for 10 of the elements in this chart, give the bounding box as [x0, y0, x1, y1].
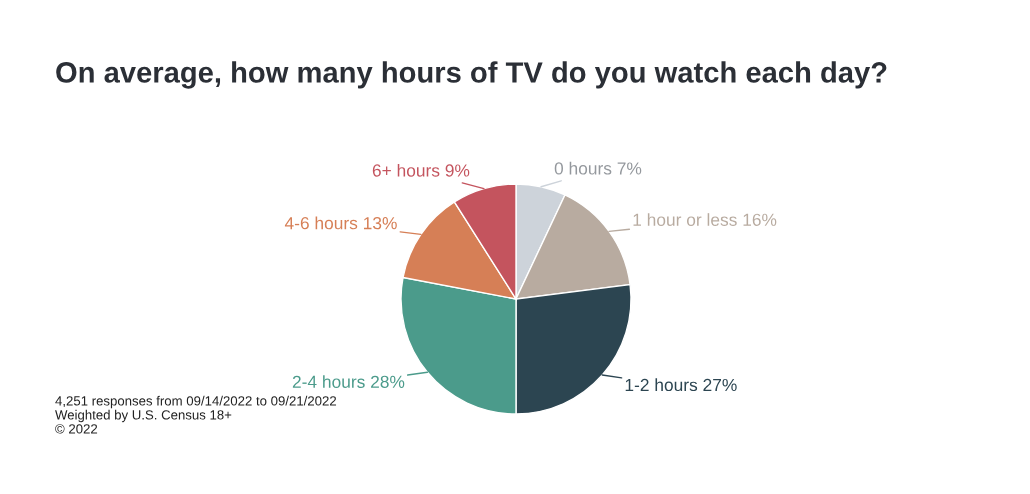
text: © 2022: [55, 424, 98, 434]
slice-label: 0 hours 7%: [554, 161, 642, 175]
chart-title: On average, how many hours of TV do you watch each day?: [56, 61, 887, 89]
text: Weighted by U.S. Census 18+: [55, 409, 232, 423]
slice-label: 2-4 hours 28%: [292, 375, 405, 388]
text: 4,251 responses from 09/14/2022 to 09/21/2022: [55, 395, 337, 409]
slice-label: 4-6 hours 13%: [284, 216, 397, 230]
slice-label: 1-2 hours 27%: [625, 378, 737, 392]
slice-label: 1 hour or less 16%: [633, 213, 777, 226]
slice-label: 6+ hours 9%: [372, 163, 470, 177]
